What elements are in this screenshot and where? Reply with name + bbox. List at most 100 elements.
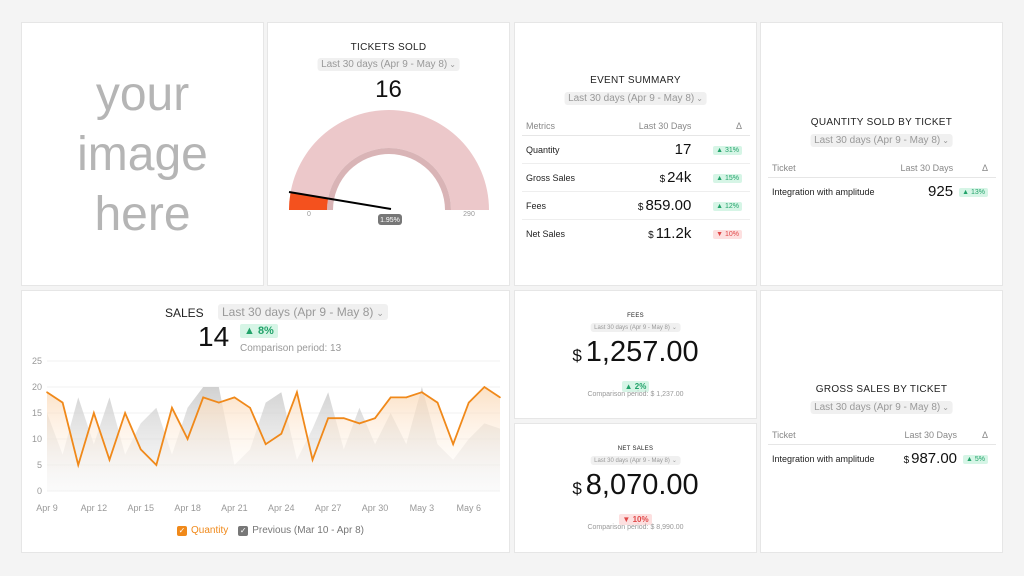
quantity-point [421,391,423,393]
comparison-text: Comparison period: 13 [240,343,342,354]
comparison-text: Comparison period: $ 8,990.00 [587,524,684,531]
card-title: SALES [165,306,204,320]
x-tick-label: Apr 18 [174,503,201,513]
date-range-dropdown[interactable]: Last 30 days (Apr 9 - May 8) ⌄ [564,92,707,105]
quantity-point [280,433,283,435]
needle-label-bg [378,214,402,225]
date-range-dropdown[interactable]: Last 30 days (Apr 9 - May 8) ⌄ [218,304,388,320]
card-title: TICKETS SOLD [350,42,427,53]
quantity-point [46,391,48,393]
event-summary-table: Metrics Last 30 Days Δ Quantity 17 ▲ 31% Gro… [522,117,750,247]
net-sales-card: NET SALES Last 30 days (Apr 9 - May 8) ⌄ … [514,423,757,553]
quantity-point [264,443,267,445]
quantity-point [61,401,64,404]
x-tick-label: May 6 [457,503,482,513]
chevron-down-icon: ⌄ [942,136,949,145]
chart-legend: ✓ Quantity ✓ Previous (Mar 10 - Apr 8) [177,525,364,536]
net-sales-value: $8,070.00 [572,469,699,501]
checkbox-checked-icon: ✓ [238,526,249,536]
table-row: Fees $859.00 ▲ 12% [522,191,750,220]
chevron-down-icon: ⌄ [942,403,949,412]
quantity-point [405,396,408,399]
chevron-down-icon: ⌄ [671,325,677,331]
quantity-point [249,407,251,409]
tickets-sold-value: 16 [375,76,402,103]
y-tick-label: 5 [37,460,42,470]
delta-badge: ▼ 10% [619,514,652,525]
x-tick-label: Apr 9 [36,503,58,513]
legend-quantity[interactable]: ✓ Quantity [177,525,229,536]
delta-badge: ▲ 5% [963,455,988,464]
quantity-point [327,417,329,419]
gauge: 0 290 1.95% [288,110,489,225]
chevron-down-icon: ⌄ [449,60,456,69]
chevron-down-icon: ⌄ [376,308,384,318]
delta-badge: ▲ 31% [713,146,742,155]
quantity-point [171,407,173,409]
quantity-point [296,391,298,393]
fees-value: $1,257.00 [572,336,699,368]
y-tick-label: 20 [32,382,42,392]
card-title: GROSS SALES BY TICKET [815,384,948,395]
quantity-point [139,448,142,451]
quantity-point [77,464,80,466]
image-placeholder-text: your image here [77,68,208,241]
gauge-min-label: 0 [307,211,311,218]
quantity-point [186,438,189,440]
quantity-point [202,396,205,399]
x-tick-label: Apr 27 [315,503,342,513]
needle-label: 1.95% [380,217,400,224]
quantity-point [93,412,95,414]
quantity-point [108,459,111,461]
quantity-point [483,386,486,388]
x-tick-label: May 3 [410,503,435,513]
card-title: QUANTITY SOLD BY TICKET [810,117,953,128]
quantity-point [233,396,236,399]
date-range-dropdown[interactable]: Last 30 days (Apr 9 - May 8) ⌄ [810,401,953,414]
chevron-down-icon: ⌄ [696,94,703,103]
delta-badge: ▲ 12% [713,202,742,211]
quantity-by-ticket-card: QUANTITY SOLD BY TICKET Last 30 days (Ap… [760,22,1003,286]
quantity-table: Ticket Last 30 Days Δ Integration with amp… [768,159,996,205]
quantity-point [389,396,392,399]
delta-badge: ▲ 8% [240,324,278,338]
event-summary-card: EVENT SUMMARY Last 30 days (Apr 9 - May … [514,22,757,286]
quantity-point [467,401,470,404]
date-range-dropdown[interactable]: Last 30 days (Apr 9 - May 8) ⌄ [590,323,681,332]
chevron-down-icon: ⌄ [671,458,677,464]
table-row: Gross Sales $24k ▲ 15% [522,163,750,192]
fees-card: FEES Last 30 days (Apr 9 - May 8) ⌄ $1,25… [514,290,757,419]
delta-badge: ▼ 10% [713,230,742,239]
y-tick-label: 15 [32,408,42,418]
quantity-point [218,401,220,404]
quantity-line [46,385,501,469]
x-tick-label: Apr 24 [268,503,295,513]
quantity-point [342,417,345,419]
x-tick-label: Apr 30 [362,503,389,513]
x-tick-label: Apr 15 [127,503,154,513]
quantity-point [452,443,454,445]
sales-chart: 0 5 10 15 20 25 Apr 9 Apr 12 Apr 15 Apr 18 Apr 21 A… [32,356,501,513]
quantity-point [155,464,158,466]
y-tick-label: 25 [32,356,42,366]
card-title: NET SALES [617,446,654,452]
gauge-max-label: 290 [463,211,475,218]
quantity-point [358,422,361,425]
quantity-point [311,459,314,461]
gauge-fill [289,193,328,210]
x-tick-label: Apr 21 [221,503,248,513]
y-tick-label: 0 [37,486,42,496]
y-tick-label: 10 [32,434,42,444]
table-row: Integration with amplitude 925 ▲ 13% [768,178,996,206]
delta-badge: ▲ 2% [621,381,650,392]
quantity-point [374,417,376,419]
date-range-dropdown[interactable]: Last 30 days (Apr 9 - May 8) ⌄ [590,456,681,465]
delta-badge: ▲ 15% [713,174,742,183]
date-range-dropdown[interactable]: Last 30 days (Apr 9 - May 8) ⌄ [317,58,460,71]
table-row: Integration with amplitude $987.00 ▲ 5% [768,445,996,473]
checkbox-checked-icon: ✓ [177,526,187,536]
delta-badge: ▲ 13% [959,188,988,197]
legend-previous[interactable]: ✓ Previous (Mar 10 - Apr 8) [238,525,364,536]
card-title: EVENT SUMMARY [590,75,681,86]
date-range-dropdown[interactable]: Last 30 days (Apr 9 - May 8) ⌄ [810,134,953,147]
